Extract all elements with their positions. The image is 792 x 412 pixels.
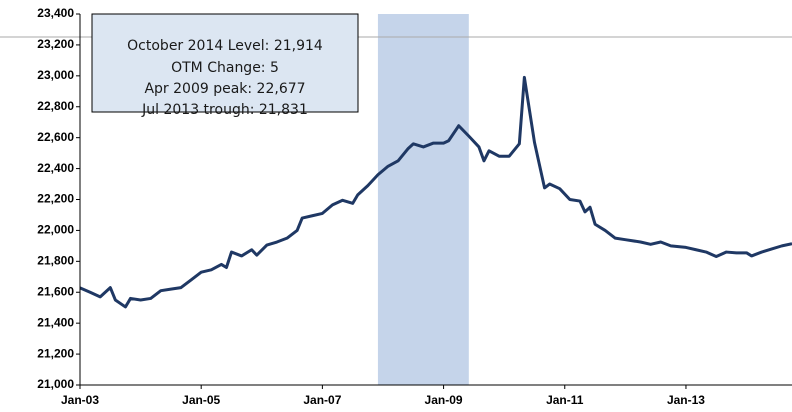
series-layer <box>79 75 792 309</box>
y-tick-label: 21,800 <box>37 254 74 268</box>
annotation: October 2014 Level: 21,914 <box>127 38 323 54</box>
y-tick-label: 21,600 <box>37 284 74 298</box>
annotation: Apr 2009 peak: 22,677 <box>144 81 305 97</box>
y-tick-label: 21,200 <box>37 346 74 360</box>
y-tick-label: 22,400 <box>37 161 74 175</box>
annotation-box <box>91 13 359 113</box>
y-tick-label: 23,000 <box>37 68 74 82</box>
x-tick-label: Jan-13 <box>667 393 705 407</box>
y-tick-label: 22,000 <box>37 223 74 237</box>
series-line <box>79 75 792 309</box>
y-tick-label: 22,800 <box>37 99 74 113</box>
y-tick-label: 23,400 <box>37 6 74 20</box>
recession-shade <box>377 14 469 385</box>
x-tick-label: Jan-11 <box>546 393 584 407</box>
x-tick-label: Jan-03 <box>61 393 99 407</box>
y-tick-label: 22,200 <box>37 192 74 206</box>
under-layer <box>377 14 469 385</box>
x-tick-label: Jan-09 <box>425 393 463 407</box>
y-tick-label: 23,200 <box>37 37 74 51</box>
x-tick-label: Jan-05 <box>182 393 220 407</box>
annotation: OTM Change: 5 <box>171 60 279 76</box>
x-tick-label: Jan-07 <box>303 393 341 407</box>
y-tick-label: 21,400 <box>37 315 74 329</box>
y-tick-label: 21,000 <box>37 377 74 391</box>
y-tick-label: 22,600 <box>37 130 74 144</box>
annotation: Jul 2013 trough: 21,831 <box>141 102 308 118</box>
